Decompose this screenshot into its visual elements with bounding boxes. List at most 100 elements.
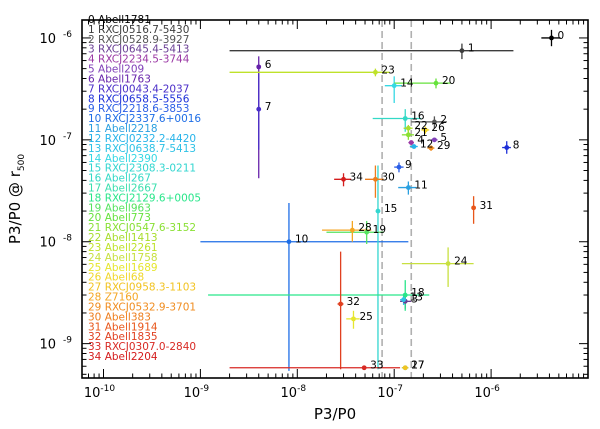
point-label-16: 16: [411, 110, 425, 122]
legend-entry-34: 34 Abell2204: [88, 351, 158, 363]
y-tick-label: 10 -9: [39, 336, 72, 353]
data-point-21: [405, 132, 411, 138]
y-tick-exponent: -7: [63, 132, 72, 142]
y-tick-label: 10 -7: [39, 132, 72, 149]
legend-entry-12: 12 RXCJ0232.2-4420: [88, 133, 196, 145]
y-tick-label: 10 -6: [39, 30, 72, 47]
legend-entry-28: 28 Z7160: [88, 292, 139, 304]
legend-entry-26: 26 Abell68: [88, 272, 144, 284]
legend-entry-3: 3 RXCJ0645.4-5413: [88, 44, 189, 56]
point-label-21: 21: [414, 127, 427, 139]
point-label-28: 28: [358, 222, 371, 234]
legend-entry-5: 5 Abell209: [88, 64, 144, 76]
legend-entry-4: 4 RXCJ2234.5-3744: [88, 54, 190, 66]
data-point-26: [423, 127, 428, 133]
point-label-5: 5: [440, 132, 447, 144]
point-label-13: 13: [410, 292, 423, 304]
x-tick-exponent: -7: [394, 384, 403, 394]
x-tick-label: 10-9: [184, 384, 210, 401]
point-label-7: 7: [265, 101, 272, 113]
point-label-14: 14: [400, 78, 414, 90]
data-point-5: [432, 137, 437, 143]
legend-entry-10: 10 RXCJ2337.6+0016: [88, 113, 201, 125]
legend-entry-6: 6 Abell1763: [88, 73, 151, 85]
legend-entry-2: 2 RXCJ0528.9-3927: [88, 34, 189, 46]
legend-entry-19: 19 Abell963: [88, 202, 151, 214]
data-point-9: [396, 164, 402, 170]
legend-entry-15: 15 RXCJ2308.3-0211: [88, 163, 196, 175]
data-point-23: [373, 69, 378, 75]
data-point-7: [256, 106, 262, 112]
legend-entry-24: 24 Abell1758: [88, 252, 158, 264]
point-label-34: 34: [350, 171, 364, 183]
data-point-32: [338, 301, 344, 307]
point-label-32: 32: [347, 296, 360, 308]
point-label-33: 33: [370, 360, 383, 372]
point-label-22: 22: [414, 120, 427, 132]
legend-entry-25: 25 Abell1689: [88, 262, 158, 274]
legend-entry-33: 33 RXCJ0307.0-2840: [88, 341, 196, 353]
point-label-25: 25: [359, 311, 372, 323]
point-label-23: 23: [381, 64, 394, 76]
y-tick-exponent: -6: [63, 30, 72, 40]
data-point-1: [459, 48, 465, 54]
data-point-28: [349, 227, 355, 233]
point-label-12: 12: [420, 139, 433, 151]
legend-entry-18: 18 RXCJ2129.6+0005: [88, 192, 201, 204]
y-tick-mantissa: 10: [39, 32, 56, 47]
y-axis-title-subscript: 500: [17, 154, 27, 171]
y-tick-exponent: -8: [63, 234, 72, 244]
data-point-14: [391, 83, 397, 89]
point-label-0: 0: [557, 30, 564, 42]
legend-entry-31: 31 Abell1914: [88, 321, 158, 333]
data-points: [256, 35, 554, 371]
data-point-25: [351, 316, 356, 322]
x-tick-exponent: -10: [100, 384, 115, 394]
point-label-20: 20: [442, 75, 455, 87]
y-tick-mantissa: 10: [39, 236, 56, 251]
point-label-31: 31: [480, 200, 493, 212]
point-label-15: 15: [384, 203, 397, 215]
point-label-29: 29: [437, 140, 450, 152]
x-tick-labels: 10-10 10-9 10-8 10 -7 10-6: [84, 384, 500, 401]
y-axis-title: P3/P0 @ r500: [6, 154, 27, 244]
legend-entry-22: 22 Abell1413: [88, 232, 158, 244]
y-axis-title-main: P3/P0 @ r: [6, 170, 24, 244]
legend-entry-7: 7 RXCJ0043.4-2037: [88, 83, 189, 95]
point-label-4: 4: [417, 135, 424, 147]
point-label-24: 24: [454, 256, 468, 268]
x-tick-exponent: -8: [297, 384, 306, 394]
data-point-29: [428, 145, 434, 151]
y-tick-mantissa: 10: [39, 134, 56, 149]
point-label-18: 18: [411, 287, 424, 299]
point-label-26: 26: [431, 122, 445, 134]
y-tick-label: 10 -8: [39, 234, 72, 251]
legend-entry-1: 1 RXCJ0516.7-5430: [88, 24, 189, 36]
point-label-6: 6: [265, 59, 272, 71]
data-point-10: [286, 239, 292, 245]
x-tick-label: 10-8: [281, 384, 307, 401]
data-point-31: [471, 205, 477, 211]
legend-entry-8: 8 RXCJ0658.5-5556: [88, 93, 190, 105]
y-tick-mantissa: 10: [39, 338, 56, 353]
legend-entry-16: 16 Abell267: [88, 173, 151, 185]
point-label-3: 3: [411, 293, 418, 305]
data-point-19: [364, 229, 370, 235]
point-label-9: 9: [405, 159, 412, 171]
data-point-15: [375, 208, 381, 214]
x-axis-title: P3/P0: [314, 405, 356, 423]
point-label-27: 27: [411, 360, 424, 372]
x-tick-mantissa: 10: [281, 386, 298, 401]
x-tick-exponent: -9: [200, 384, 209, 394]
data-point-2: [432, 119, 437, 125]
point-label-19: 19: [373, 224, 386, 236]
data-point-22: [405, 125, 411, 131]
data-point-4: [408, 140, 414, 145]
legend-entry-32: 32 Abell1835: [88, 331, 158, 343]
legend-entry-29: 29 RXCJ0532.9-3701: [88, 301, 196, 313]
data-point-12: [411, 144, 417, 149]
x-tick-label: 10-6: [474, 384, 500, 401]
x-tick-label: 10-10: [84, 384, 116, 401]
